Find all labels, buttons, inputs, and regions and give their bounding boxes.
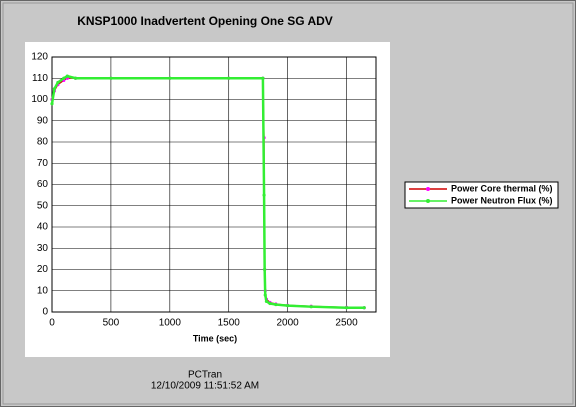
data-point [261,76,265,80]
data-point [62,76,66,80]
y-tick-label: 50 [37,200,49,211]
y-tick-label: 20 [37,264,49,275]
legend [404,181,559,209]
data-point [65,74,69,78]
y-tick-label: 40 [37,222,49,233]
data-point [268,301,272,306]
x-tick-label: 0 [49,318,55,329]
data-point [274,302,278,307]
x-tick-label: 2000 [277,318,300,329]
data-point [309,305,313,309]
x-tick-label: 2500 [335,318,358,329]
plot-border [51,56,377,313]
data-point [344,306,349,310]
y-tick-label: 120 [31,52,48,63]
data-point [50,102,54,106]
data-point [263,267,267,272]
y-tick-label: 10 [37,285,49,296]
data-point [263,293,267,297]
data-point [56,80,60,85]
data-point [362,306,366,310]
y-tick-label: 80 [37,137,49,148]
chart-title: KNSP1000 Inadvertent Opening One SG ADV [77,14,333,28]
y-tick-label: 30 [37,243,49,254]
data-point [109,76,113,80]
data-point [264,299,269,303]
y-tick-label: 60 [37,179,49,190]
data-point [168,76,172,80]
legend-label: Power Core thermal (%) [451,183,553,193]
y-tick-label: 90 [37,115,49,126]
footer: PCTran [188,370,222,381]
data-point [227,76,231,80]
x-tick-label: 1000 [159,318,182,329]
x-tick-label: 1500 [218,318,241,329]
data-point [73,76,78,80]
data-point [286,304,290,308]
plot-panel [25,42,390,357]
y-tick-label: 110 [32,73,48,84]
legend-marker [426,199,430,203]
legend-label: Power Neutron Flux (%) [451,195,553,205]
data-point [262,193,266,197]
x-tick-label: 500 [103,318,120,329]
y-tick-label: 70 [37,158,49,169]
legend-marker [426,187,430,191]
y-tick-label: 0 [42,307,48,318]
footer: 12/10/2009 11:51:52 AM [151,381,259,392]
y-tick-label: 100 [31,94,48,105]
x-axis-label: Time (sec) [193,333,237,343]
data-point [52,87,56,91]
frame-inner [2,2,574,405]
